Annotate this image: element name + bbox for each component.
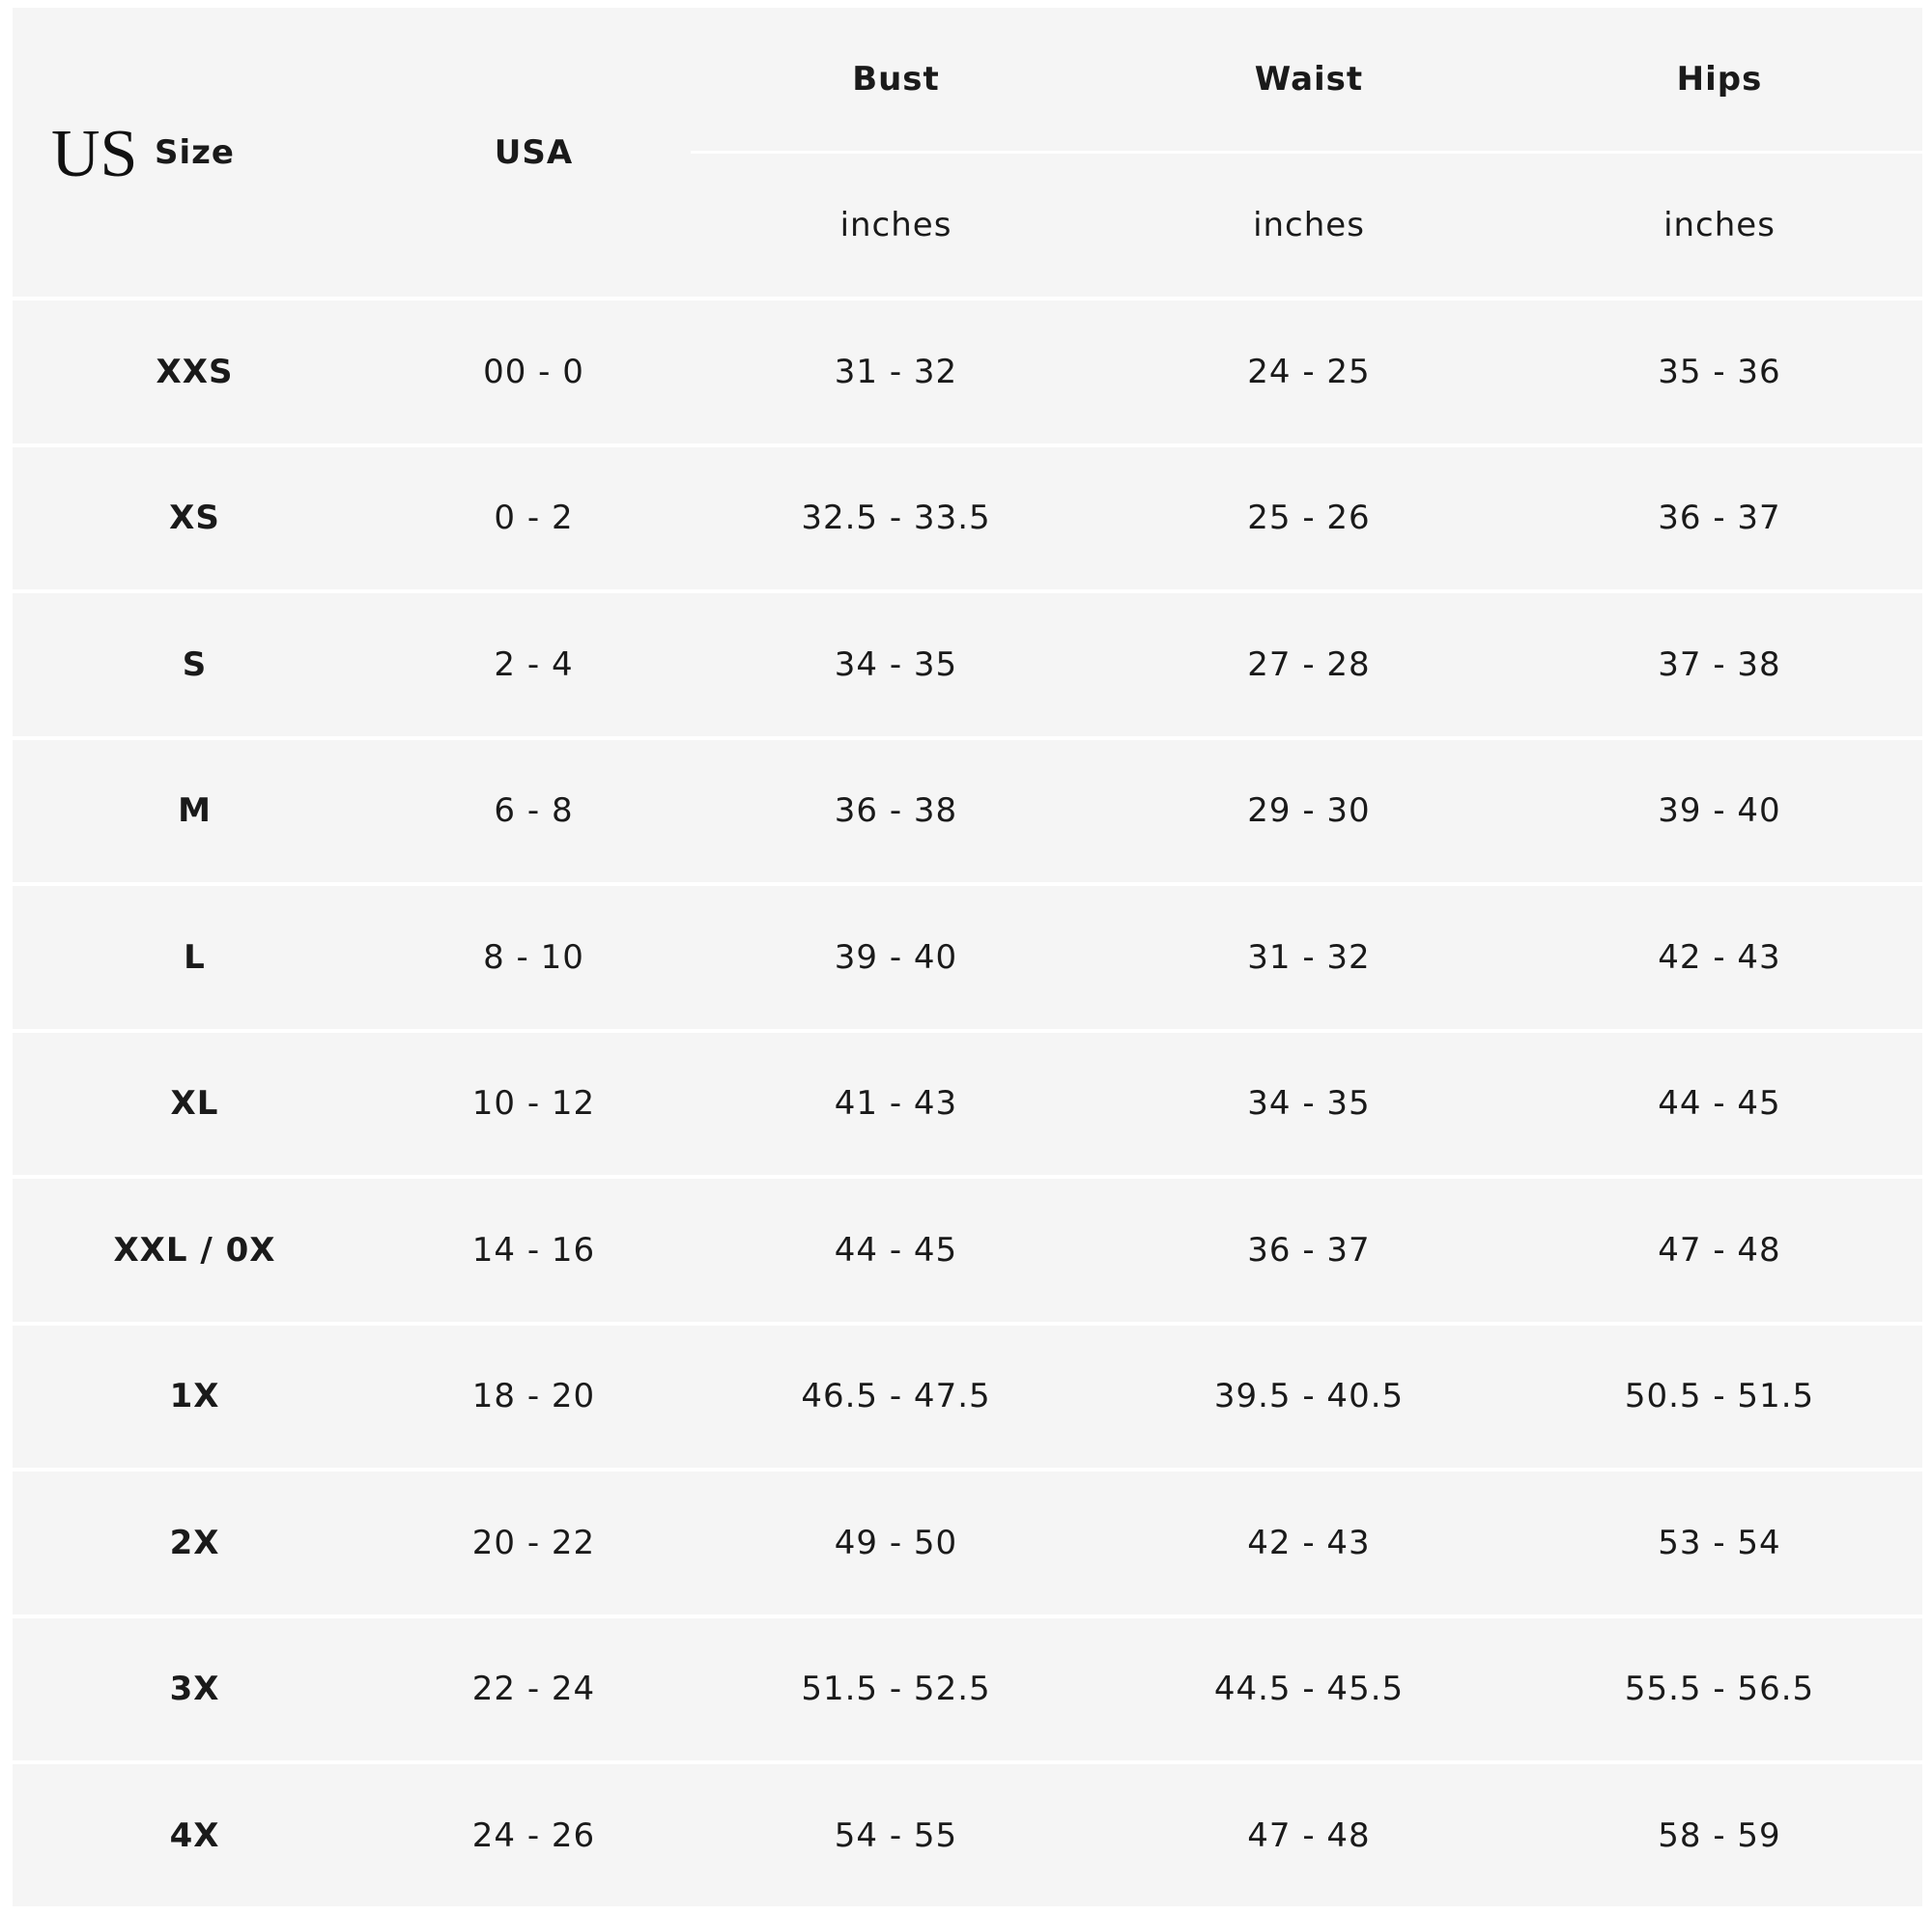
cell-waist: 34 - 35	[1247, 1084, 1371, 1124]
cell-hips: 42 - 43	[1658, 937, 1781, 977]
unit-hips: inches	[1663, 206, 1776, 244]
cell-usa: 20 - 22	[471, 1523, 596, 1562]
cell-size: XXS	[156, 352, 234, 391]
cell-bust: 44 - 45	[834, 1230, 958, 1270]
row-divider	[13, 882, 1922, 886]
cell-hips: 44 - 45	[1658, 1084, 1781, 1124]
cell-hips: 50.5 - 51.5	[1624, 1377, 1815, 1416]
row-divider	[13, 1614, 1922, 1618]
cell-size: XL	[170, 1084, 219, 1124]
cell-bust: 49 - 50	[834, 1523, 958, 1562]
cell-bust: 54 - 55	[834, 1815, 958, 1855]
cell-usa: 8 - 10	[483, 937, 584, 977]
header-usa: USA	[494, 132, 574, 172]
cell-waist: 24 - 25	[1247, 352, 1371, 391]
row-divider	[13, 735, 1922, 740]
cell-hips: 55.5 - 56.5	[1624, 1670, 1815, 1709]
cell-waist: 27 - 28	[1247, 644, 1371, 684]
cell-bust: 32.5 - 33.5	[801, 499, 991, 538]
cell-hips: 36 - 37	[1658, 499, 1781, 538]
cell-usa: 00 - 0	[483, 352, 584, 391]
cell-waist: 31 - 32	[1247, 937, 1371, 977]
cell-hips: 35 - 36	[1658, 352, 1781, 391]
cell-size: S	[182, 644, 208, 684]
cell-waist: 25 - 26	[1247, 499, 1371, 538]
row-divider	[13, 443, 1922, 447]
header-waist: Waist	[1254, 60, 1364, 99]
cell-bust: 41 - 43	[834, 1084, 958, 1124]
header-size: Size	[155, 132, 235, 172]
cell-hips: 58 - 59	[1658, 1815, 1781, 1855]
cell-bust: 46.5 - 47.5	[801, 1377, 991, 1416]
cell-usa: 0 - 2	[494, 499, 574, 538]
cell-usa: 14 - 16	[471, 1230, 596, 1270]
size-chart-table: US Size USA Bust Waist Hips inches inche…	[13, 8, 1922, 1906]
table-header: US Size USA Bust Waist Hips inches inche…	[13, 8, 1922, 297]
cell-bust: 39 - 40	[834, 937, 958, 977]
cell-usa: 22 - 24	[471, 1670, 596, 1709]
cell-waist: 39.5 - 40.5	[1213, 1377, 1405, 1416]
unit-bust: inches	[839, 206, 952, 244]
cell-hips: 53 - 54	[1658, 1523, 1781, 1562]
cell-bust: 51.5 - 52.5	[801, 1670, 991, 1709]
row-divider	[13, 1175, 1922, 1179]
region-label: US	[51, 117, 138, 191]
cell-size: 4X	[169, 1815, 220, 1855]
cell-size: 1X	[169, 1377, 220, 1416]
cell-usa: 24 - 26	[471, 1815, 596, 1855]
cell-usa: 18 - 20	[471, 1377, 596, 1416]
cell-waist: 29 - 30	[1247, 791, 1371, 831]
cell-waist: 42 - 43	[1247, 1523, 1371, 1562]
cell-hips: 47 - 48	[1658, 1230, 1781, 1270]
row-divider	[13, 1321, 1922, 1326]
cell-usa: 2 - 4	[494, 644, 574, 684]
row-divider	[13, 589, 1922, 593]
cell-waist: 36 - 37	[1247, 1230, 1371, 1270]
cell-usa: 10 - 12	[471, 1084, 596, 1124]
header-hips: Hips	[1676, 60, 1763, 99]
cell-hips: 39 - 40	[1658, 791, 1781, 831]
cell-size: L	[184, 937, 206, 977]
unit-waist: inches	[1253, 206, 1365, 244]
cell-waist: 44.5 - 45.5	[1213, 1670, 1405, 1709]
row-divider	[13, 297, 1922, 300]
row-divider	[13, 1760, 1922, 1764]
cell-size: XXL / 0X	[113, 1230, 276, 1270]
header-divider	[691, 151, 1922, 154]
cell-usa: 6 - 8	[494, 791, 574, 831]
cell-size: XS	[169, 499, 220, 538]
cell-bust: 36 - 38	[834, 791, 958, 831]
header-bust: Bust	[852, 60, 940, 99]
cell-size: M	[178, 791, 212, 831]
row-divider	[13, 1028, 1922, 1033]
row-divider	[13, 1468, 1922, 1472]
cell-size: 2X	[169, 1523, 220, 1562]
cell-waist: 47 - 48	[1247, 1815, 1371, 1855]
cell-hips: 37 - 38	[1658, 644, 1781, 684]
cell-bust: 34 - 35	[834, 644, 958, 684]
cell-size: 3X	[169, 1670, 220, 1709]
cell-bust: 31 - 32	[834, 352, 958, 391]
